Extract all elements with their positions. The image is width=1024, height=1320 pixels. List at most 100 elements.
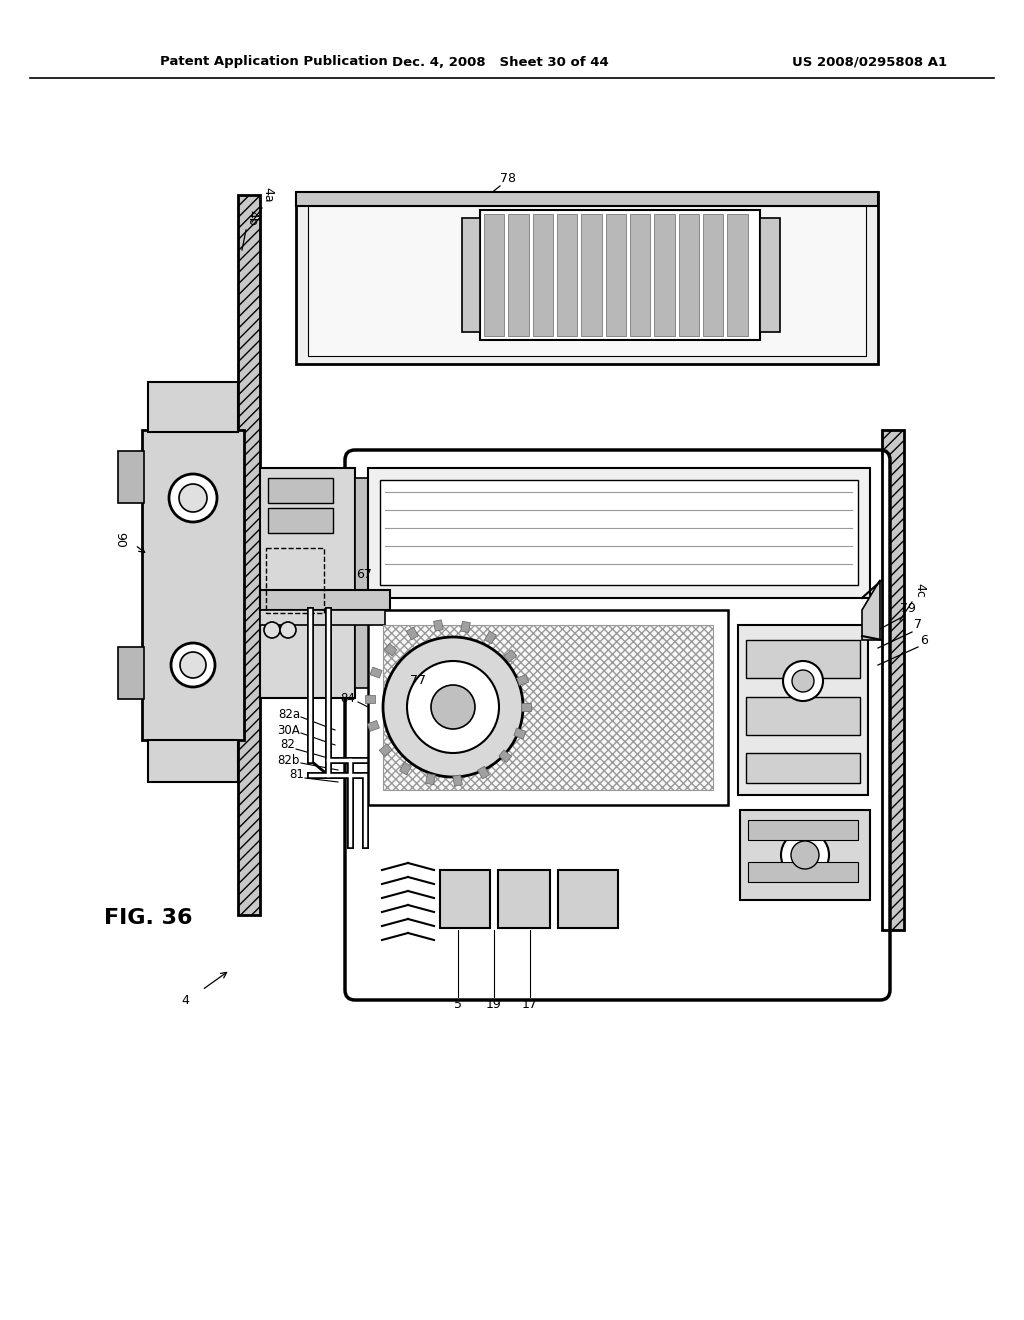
- Bar: [266, 548, 324, 612]
- Text: 78: 78: [500, 172, 516, 185]
- Bar: [268, 478, 333, 503]
- Bar: [882, 430, 904, 931]
- Text: 84: 84: [340, 692, 355, 705]
- Text: 4: 4: [181, 994, 189, 1006]
- Bar: [407, 627, 419, 640]
- Bar: [148, 381, 238, 432]
- Bar: [260, 610, 385, 624]
- Bar: [521, 704, 531, 711]
- Bar: [370, 667, 382, 678]
- Bar: [532, 214, 553, 337]
- Bar: [399, 762, 412, 775]
- Circle shape: [280, 622, 296, 638]
- Bar: [606, 214, 626, 337]
- Bar: [557, 214, 578, 337]
- Text: 77: 77: [410, 673, 426, 686]
- Circle shape: [407, 661, 499, 752]
- Bar: [727, 214, 748, 337]
- Text: 30A: 30A: [278, 723, 300, 737]
- Text: 19: 19: [486, 998, 502, 1011]
- Bar: [453, 775, 463, 787]
- Text: 4c: 4c: [913, 582, 927, 598]
- Bar: [516, 675, 528, 685]
- Text: 4b: 4b: [246, 210, 258, 226]
- Text: 81: 81: [289, 768, 304, 781]
- Bar: [746, 697, 860, 735]
- Text: US 2008/0295808 A1: US 2008/0295808 A1: [793, 55, 947, 69]
- Text: 6: 6: [920, 634, 928, 647]
- Circle shape: [179, 484, 207, 512]
- Bar: [238, 195, 260, 915]
- Bar: [484, 214, 505, 337]
- Bar: [703, 214, 724, 337]
- Circle shape: [180, 652, 206, 678]
- Bar: [748, 862, 858, 882]
- Bar: [238, 195, 260, 915]
- Bar: [514, 727, 526, 739]
- Bar: [260, 469, 355, 698]
- Text: 67: 67: [356, 569, 372, 582]
- Bar: [379, 743, 392, 756]
- Bar: [508, 214, 528, 337]
- Bar: [679, 214, 699, 337]
- Bar: [426, 774, 435, 784]
- Bar: [738, 624, 868, 795]
- Circle shape: [781, 832, 829, 879]
- Bar: [760, 218, 780, 333]
- Bar: [462, 218, 480, 333]
- Polygon shape: [862, 579, 880, 640]
- Bar: [268, 508, 333, 533]
- Circle shape: [431, 685, 475, 729]
- Circle shape: [383, 638, 523, 777]
- Text: Patent Application Publication: Patent Application Publication: [160, 55, 388, 69]
- Bar: [368, 469, 870, 598]
- Bar: [148, 741, 238, 781]
- Bar: [296, 191, 878, 206]
- Bar: [504, 649, 517, 663]
- Bar: [368, 721, 380, 731]
- FancyBboxPatch shape: [345, 450, 890, 1001]
- Bar: [433, 620, 443, 631]
- Bar: [630, 214, 650, 337]
- Text: 82a: 82a: [278, 708, 300, 721]
- Bar: [355, 478, 375, 688]
- Bar: [499, 750, 512, 763]
- Circle shape: [792, 671, 814, 692]
- Text: FIG. 36: FIG. 36: [103, 908, 193, 928]
- Text: 79: 79: [900, 602, 915, 615]
- Bar: [440, 870, 490, 928]
- Circle shape: [791, 841, 819, 869]
- Bar: [748, 820, 858, 840]
- Text: 17: 17: [522, 998, 538, 1011]
- Bar: [308, 206, 866, 356]
- Bar: [882, 430, 904, 931]
- Bar: [746, 752, 860, 783]
- Bar: [384, 644, 397, 656]
- Text: 82: 82: [281, 738, 295, 751]
- Text: 90: 90: [114, 532, 127, 548]
- Bar: [118, 451, 144, 503]
- Circle shape: [169, 474, 217, 521]
- Circle shape: [783, 661, 823, 701]
- Text: 7: 7: [914, 618, 922, 631]
- Bar: [118, 647, 144, 700]
- Bar: [296, 191, 878, 364]
- Bar: [260, 590, 390, 610]
- Text: Dec. 4, 2008   Sheet 30 of 44: Dec. 4, 2008 Sheet 30 of 44: [391, 55, 608, 69]
- Bar: [368, 610, 728, 805]
- Text: 82b: 82b: [278, 754, 300, 767]
- Bar: [461, 622, 470, 632]
- Bar: [365, 696, 375, 704]
- Bar: [477, 766, 489, 779]
- Text: 4a: 4a: [261, 187, 274, 203]
- Bar: [498, 870, 550, 928]
- Circle shape: [171, 643, 215, 686]
- Bar: [740, 810, 870, 900]
- Bar: [142, 430, 244, 741]
- Bar: [582, 214, 602, 337]
- Bar: [484, 631, 497, 644]
- Bar: [383, 624, 713, 789]
- Bar: [480, 210, 760, 341]
- Bar: [380, 480, 858, 585]
- Bar: [558, 870, 618, 928]
